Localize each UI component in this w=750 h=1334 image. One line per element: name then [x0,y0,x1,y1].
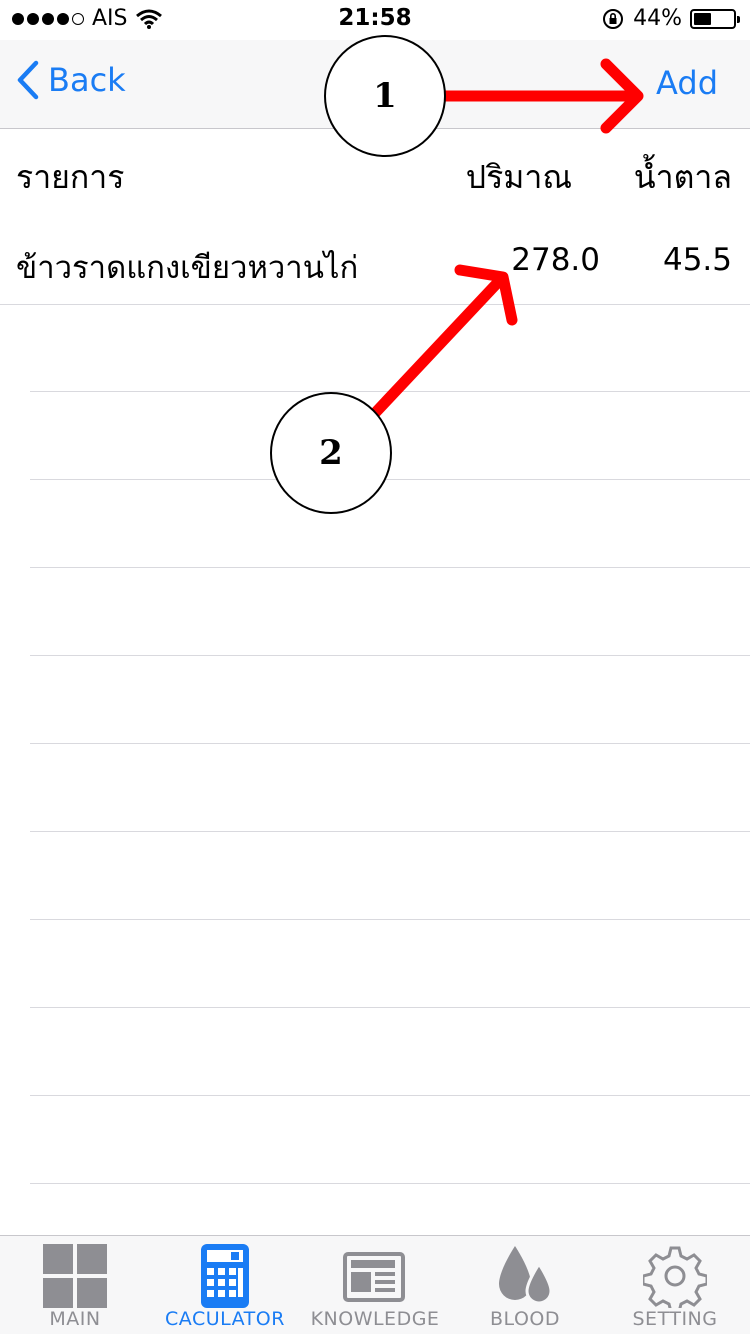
row-separator [30,567,750,568]
callout-1: 1 [324,35,446,157]
tab-main-label: MAIN [49,1308,101,1330]
grid-icon [43,1244,107,1308]
tab-setting[interactable]: SETTING [600,1236,750,1334]
row-sugar: 45.5 [662,242,732,278]
row-separator [30,919,750,920]
back-button[interactable]: Back [16,60,126,100]
rotation-lock-icon [603,8,624,29]
battery-percent: 44% [633,6,682,31]
tab-calculator-label: CACULATOR [165,1308,285,1330]
blood-drop-icon [499,1246,553,1305]
row-separator [30,831,750,832]
row-separator [30,1095,750,1096]
battery-fill [694,12,711,25]
row-separator [30,1007,750,1008]
row-separator [30,391,750,392]
gear-icon [643,1246,707,1308]
chevron-left-icon [17,60,39,100]
row-quantity: 278.0 [511,242,600,278]
header-item: รายการ [16,158,125,196]
header-quantity: ปริมาณ [465,158,572,196]
signal-strength-icon [12,12,84,25]
newspaper-icon [343,1252,405,1302]
row-separator [30,655,750,656]
tab-knowledge-label: KNOWLEDGE [310,1308,440,1330]
tab-knowledge[interactable]: KNOWLEDGE [300,1236,450,1334]
tab-blood-label: BLOOD [490,1308,560,1330]
back-label: Back [48,61,126,99]
row-separator [30,479,750,480]
battery-icon [690,8,740,29]
add-button[interactable]: Add [656,64,718,102]
tab-calculator[interactable]: CACULATOR [150,1236,300,1334]
status-bar: AIS 21:58 44% [0,0,750,40]
tab-setting-label: SETTING [632,1308,718,1330]
row-separator [30,743,750,744]
table-header: รายการ ปริมาณ น้ำตาล [0,128,750,218]
header-sugar: น้ำตาล [633,158,732,196]
status-left: AIS [12,6,162,31]
status-time: 21:58 [338,5,412,31]
tab-bar: MAIN CACULATOR KNOWLEDGE [0,1235,750,1334]
row-separator [30,1183,750,1184]
tab-blood[interactable]: BLOOD [450,1236,600,1334]
calculator-icon [201,1244,249,1308]
wifi-icon [135,9,162,29]
carrier-name: AIS [92,6,128,31]
row-item-name: ข้าวราดแกงเขียวหวานไก่ [16,250,359,286]
tab-main[interactable]: MAIN [0,1236,150,1334]
status-right: 44% [601,6,740,31]
callout-2: 2 [270,392,392,514]
table-row[interactable]: ข้าวราดแกงเขียวหวานไก่ 278.0 45.5 [0,218,750,305]
